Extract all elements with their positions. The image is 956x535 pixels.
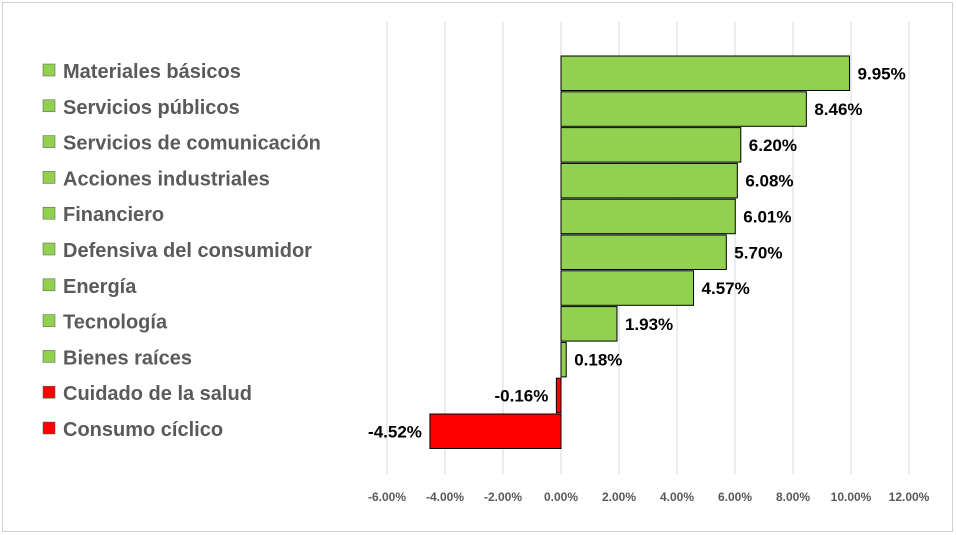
data-label: 5.70% [734,243,782,262]
data-label: -0.16% [494,386,548,405]
bar [429,413,562,449]
x-tick-label: -6.00% [368,490,406,504]
legend-label: Financiero [63,204,164,226]
data-label: 6.01% [743,207,791,226]
legend-swatch [42,99,56,113]
bar [560,127,742,163]
bar [560,162,738,199]
bar [560,91,807,127]
x-tick-label: 12.00% [889,490,930,504]
legend-swatch [42,171,56,184]
legend-label: Materiales básicos [63,61,241,83]
legend-label: Energía [63,276,137,298]
legend-swatch [42,63,56,77]
data-label: 4.57% [702,279,750,298]
bar [560,55,851,91]
legend-label: Servicios de comunicación [63,133,321,155]
legend-swatch [42,421,56,435]
legend-swatch [42,278,56,292]
legend-swatch [42,206,56,220]
x-tick-label: 2.00% [602,490,636,504]
x-tick-label: -4.00% [426,490,464,504]
bar [560,341,567,378]
legend-label: Servicios públicos [63,97,240,119]
bar [560,198,736,235]
data-label: 6.08% [745,172,793,191]
x-tick-label: 8.00% [776,490,810,504]
bar [560,234,727,270]
legend-swatch [42,135,56,148]
legend-swatch [42,350,56,363]
x-tick-label: 4.00% [660,490,694,504]
bar [560,270,695,306]
data-label: 6.20% [749,136,797,155]
data-label: 9.95% [858,64,906,83]
data-label: 8.46% [814,100,862,119]
x-tick-label: 0.00% [544,490,578,504]
legend-label: Consumo cíclico [63,419,223,441]
legend-swatch [42,385,56,399]
legend-swatch [42,242,56,256]
x-tick-label: 6.00% [718,490,752,504]
legend-label: Defensiva del consumidor [63,240,312,262]
legend-label: Acciones industriales [63,168,270,190]
bar [555,377,562,414]
data-label: 1.93% [625,315,673,334]
data-label: -4.52% [368,422,422,441]
legend-swatch [42,314,56,327]
x-tick-label: -2.00% [484,490,522,504]
data-label: 0.18% [574,351,622,370]
x-tick-label: 10.00% [831,490,872,504]
legend-label: Cuidado de la salud [63,383,252,405]
bar [560,306,618,342]
legend-label: Bienes raíces [63,347,192,369]
legend-label: Tecnología [63,312,168,334]
